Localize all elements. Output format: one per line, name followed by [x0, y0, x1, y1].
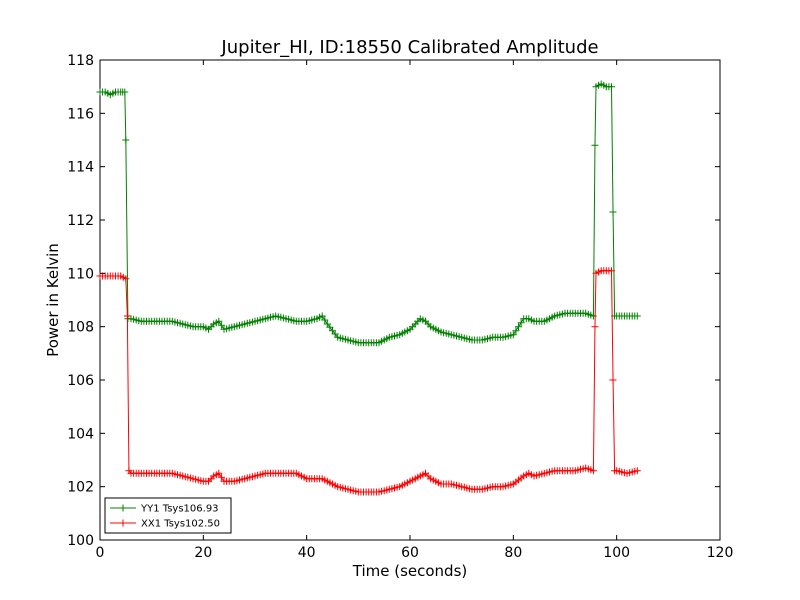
x-tick-label: 0 — [96, 545, 105, 561]
data-point — [608, 83, 615, 91]
y-tick-label: 114 — [67, 160, 94, 176]
ticks-layer: 0 20 40 60 80 100 120 100 102 104 106 108 110 112 114 1… — [67, 53, 733, 561]
legend-marker — [119, 519, 127, 527]
legend-label: YY1 Tsys106.93 — [140, 504, 219, 515]
data-point — [633, 467, 641, 475]
x-tick-label: 80 — [504, 545, 522, 561]
y-tick-label: 102 — [67, 480, 94, 496]
series-1 — [96, 267, 641, 496]
data-point — [591, 323, 599, 331]
data-point — [591, 141, 599, 149]
legend: YY1 Tsys106.93 XX1 Tsys102.50 — [104, 497, 232, 534]
data-point — [318, 312, 326, 320]
x-tick-label: 100 — [603, 545, 630, 561]
series-0 — [96, 80, 641, 347]
y-tick-label: 112 — [67, 213, 94, 229]
x-axis-label: Time (seconds) — [352, 562, 468, 580]
data-point — [609, 376, 617, 384]
series-layer — [96, 80, 641, 496]
data-point — [608, 267, 615, 275]
data-point — [321, 316, 329, 324]
x-tick-label: 60 — [401, 545, 419, 561]
data-point — [121, 88, 129, 96]
chart-title: Jupiter_HI, ID:18550 Calibrated Amplitud… — [220, 37, 598, 58]
data-point — [512, 327, 520, 335]
data-point — [589, 312, 597, 320]
legend-marker — [119, 504, 127, 512]
data-point — [123, 312, 131, 320]
data-point — [215, 469, 223, 477]
plot-frame — [99, 59, 721, 541]
data-point — [609, 208, 617, 216]
x-tick-label: 40 — [298, 545, 316, 561]
y-tick-label: 110 — [67, 266, 94, 282]
y-axis-label: Power in Kelvin — [44, 243, 62, 357]
data-point — [217, 321, 225, 329]
data-point — [217, 473, 225, 481]
legend-label: XX1 Tsys102.50 — [141, 519, 220, 530]
data-point — [509, 331, 517, 339]
y-tick-label: 100 — [67, 533, 94, 549]
y-tick-label: 118 — [67, 53, 94, 69]
y-tick-label: 108 — [67, 320, 94, 336]
x-tick-label: 20 — [194, 545, 212, 561]
plot-area: 0 20 40 60 80 100 120 100 102 104 106 108 110 112 114 1… — [67, 53, 733, 561]
y-tick-label: 116 — [67, 106, 94, 122]
legend-box — [104, 497, 232, 534]
data-point — [517, 319, 525, 327]
data-point — [122, 275, 130, 283]
data-point — [122, 136, 130, 144]
data-point — [633, 312, 641, 320]
data-point — [589, 467, 597, 475]
y-tick-label: 106 — [67, 373, 94, 389]
data-point — [515, 323, 522, 331]
y-tick-label: 104 — [67, 426, 94, 442]
data-point — [215, 317, 223, 325]
x-tick-label: 120 — [707, 545, 734, 561]
